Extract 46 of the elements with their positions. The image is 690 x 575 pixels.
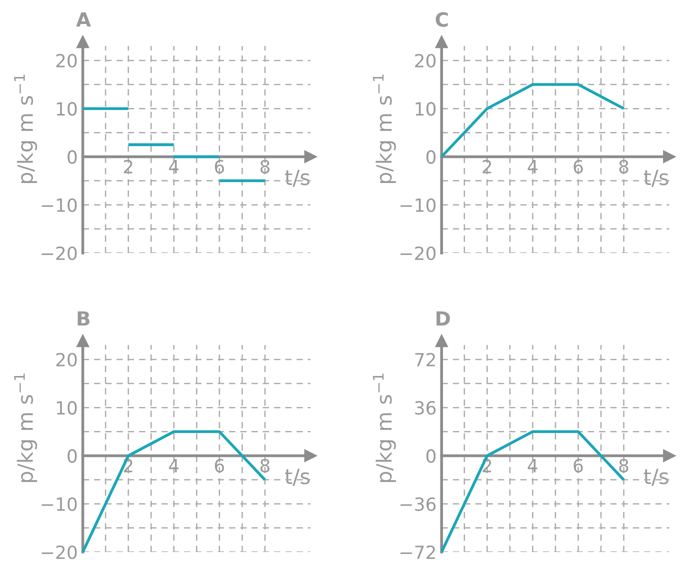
x-tick-label: 4 [169,459,179,472]
y-axis-title: p/kg m s$^{−1}$ [372,374,396,482]
y-tick-label: −20 [42,545,77,560]
y-tick-label: −10 [400,198,436,212]
y-tick-label: −20 [42,246,77,260]
x-tick-label: 8 [619,160,628,174]
y-tick-label: −20 [400,246,436,260]
y-tick-label: 20 [56,54,77,68]
y-tick-label: 20 [415,54,436,68]
x-tick-label: 6 [574,160,583,174]
y-tick-label: 0 [68,449,77,463]
y-tick-label: 72 [415,352,435,366]
y-tick-label: 36 [415,401,436,415]
chart-title: A [76,12,91,27]
chart-title: B [78,311,90,326]
x-tick-label: 2 [482,160,492,174]
y-tick-label: 20 [56,352,77,367]
x-axis-title: t/s [644,468,668,486]
chart-title: D [436,311,450,326]
x-tick-label: 6 [574,458,583,472]
y-axis-title: p/kg m s$^{−1}$ [14,74,38,184]
x-tick-label: 6 [214,458,224,472]
x-tick-label: 4 [528,459,538,472]
y-tick-label: −10 [42,497,77,511]
y-tick-label: 0 [68,150,77,164]
x-tick-label: 6 [214,160,224,174]
x-tick-label: 8 [619,458,628,472]
y-tick-label: 10 [56,401,77,415]
y-tick-label: −36 [400,497,436,511]
x-tick-label: 8 [260,458,270,472]
y-tick-label: −10 [42,198,77,212]
x-tick-label: 4 [528,160,538,174]
x-axis-title: t/s [644,170,668,187]
x-axis-title: t/s [285,468,310,486]
x-tick-label: 8 [260,160,270,174]
y-tick-label: 10 [56,102,77,116]
chart-title: C [436,12,448,27]
y-axis-title: p/kg m s$^{−1}$ [14,374,38,482]
y-tick-label: 0 [426,449,436,463]
x-tick-label: 2 [124,160,132,174]
x-tick-label: 4 [169,160,179,174]
y-tick-label: 0 [426,150,436,164]
y-tick-label: 10 [416,102,436,116]
y-tick-label: −72 [400,545,435,559]
y-axis-title: p/kg m s$^{−1}$ [372,74,396,184]
x-axis-title: t/s [285,170,310,187]
